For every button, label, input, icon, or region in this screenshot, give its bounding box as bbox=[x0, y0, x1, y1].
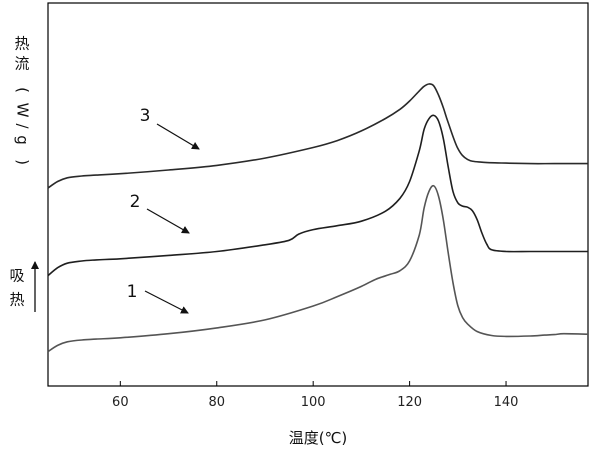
curve-arrow-2 bbox=[146, 208, 190, 234]
y-axis-title-char: / bbox=[14, 123, 32, 129]
x-tick-label: 120 bbox=[397, 395, 422, 410]
y-axis-title-char: 流 bbox=[14, 55, 29, 73]
x-tick-label: 140 bbox=[494, 395, 519, 410]
y-axis-title-char: ) bbox=[14, 159, 32, 165]
y-axis-title-char: 热 bbox=[14, 35, 29, 53]
plot-frame bbox=[47, 2, 589, 387]
y-axis-title-char: g bbox=[14, 135, 32, 145]
curve-label-1: 1 bbox=[127, 282, 138, 302]
endotherm-indicator: 吸热 bbox=[9, 261, 39, 312]
y-axis-title-char: W bbox=[14, 103, 32, 118]
series-line-3 bbox=[47, 83, 588, 189]
y-axis-title-char: ( bbox=[14, 87, 32, 93]
x-tick-label: 100 bbox=[301, 395, 326, 410]
x-axis-ticks: 60 80 100 120 140 bbox=[112, 381, 518, 410]
endotherm-label-char: 热 bbox=[9, 291, 24, 309]
curve-arrow-1 bbox=[144, 290, 189, 314]
x-axis-title: 温度(℃) bbox=[289, 429, 348, 447]
curve-arrow-3 bbox=[156, 123, 200, 150]
endotherm-label-char: 吸 bbox=[9, 267, 24, 285]
x-tick-label: 60 bbox=[112, 395, 129, 410]
curve-label-2: 2 bbox=[130, 192, 141, 212]
curve-annotations: 3 2 1 bbox=[127, 106, 200, 314]
series-layer bbox=[47, 83, 589, 353]
y-axis-title: 热流 ( W / g) bbox=[14, 35, 32, 165]
curve-label-3: 3 bbox=[140, 106, 151, 126]
series-line-1 bbox=[47, 184, 589, 353]
series-line-2 bbox=[47, 114, 588, 277]
x-tick-label: 80 bbox=[208, 395, 225, 410]
